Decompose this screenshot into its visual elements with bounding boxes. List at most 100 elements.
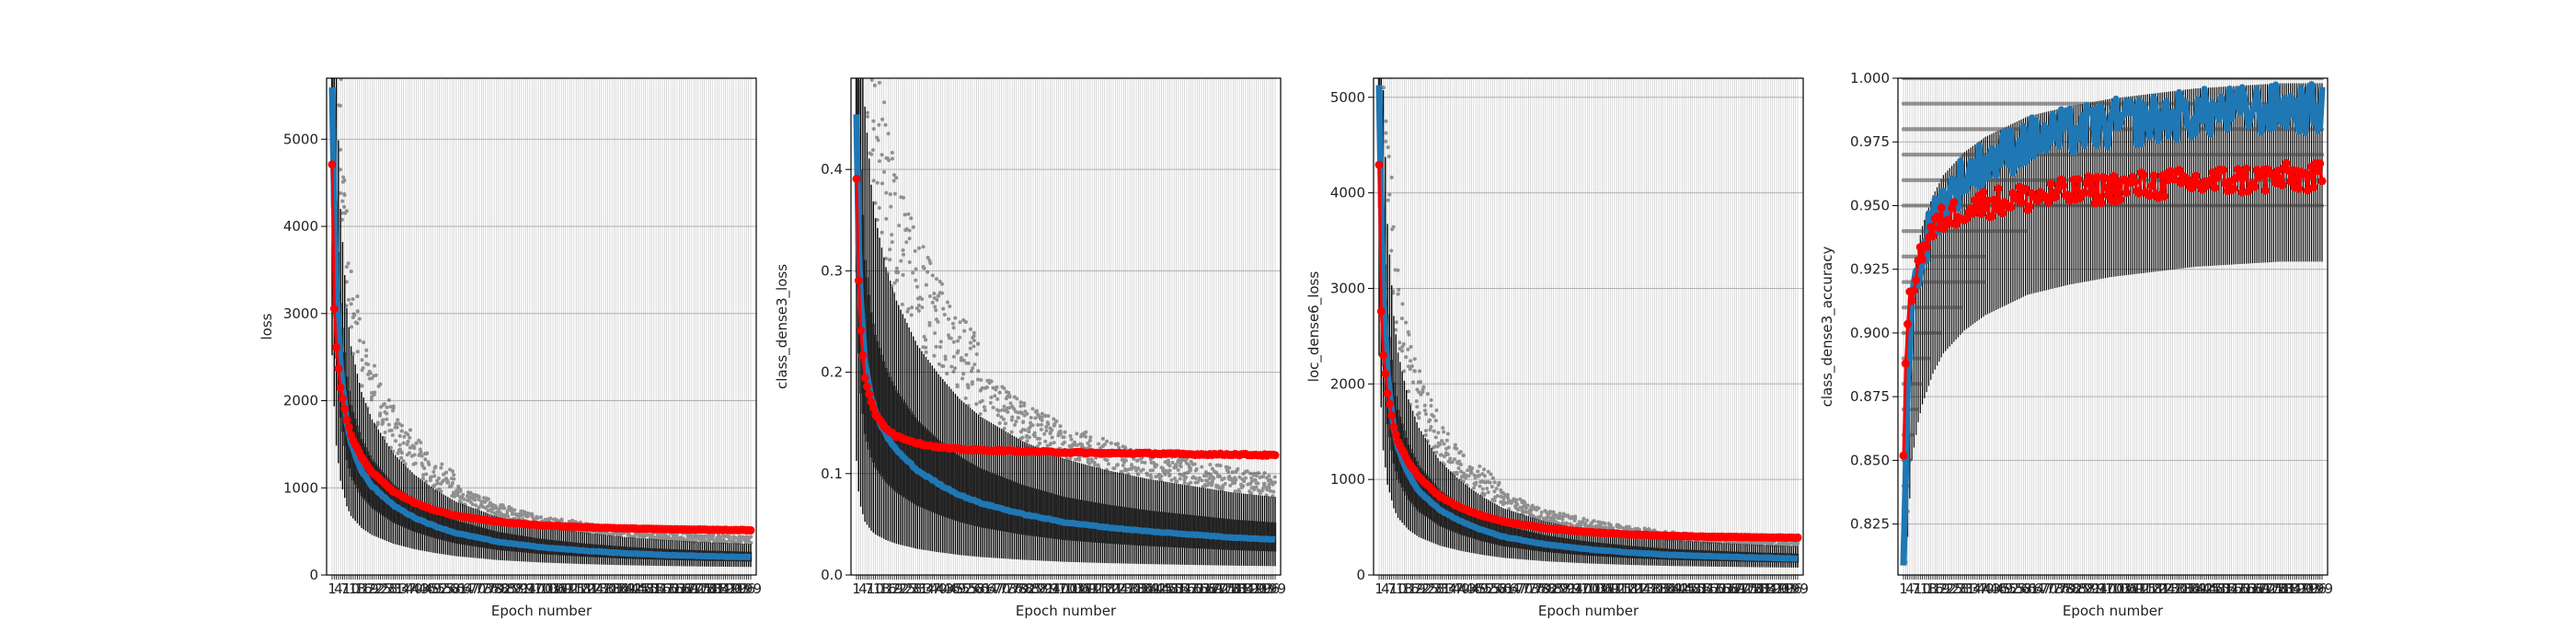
box-iqr bbox=[1078, 500, 1081, 542]
outlier-point bbox=[1478, 464, 1482, 468]
outlier-point bbox=[346, 261, 351, 266]
outlier-point bbox=[394, 439, 398, 443]
outlier-point bbox=[1494, 487, 1499, 491]
outlier-point bbox=[878, 159, 882, 164]
box-iqr bbox=[966, 461, 970, 524]
outlier-point bbox=[1478, 473, 1482, 477]
outlier-point bbox=[1542, 519, 1547, 523]
outlier-point bbox=[903, 213, 907, 217]
outlier-point bbox=[678, 535, 683, 540]
outlier-point bbox=[1422, 403, 1427, 408]
outlier-point bbox=[370, 395, 374, 399]
outlier-point bbox=[989, 395, 994, 399]
outlier-point bbox=[748, 535, 753, 539]
outlier-point bbox=[996, 408, 1001, 413]
outlier-point bbox=[439, 489, 443, 493]
x-tick-label: 85 bbox=[500, 581, 518, 597]
outlier-point bbox=[979, 377, 983, 382]
outlier-point bbox=[1442, 462, 1446, 466]
outlier-point bbox=[1208, 473, 1213, 477]
outlier-point bbox=[1212, 477, 1216, 481]
outlier-point bbox=[943, 354, 948, 359]
validation-point bbox=[860, 374, 869, 383]
outlier-point bbox=[865, 114, 869, 119]
outlier-point bbox=[369, 397, 374, 402]
outlier-point bbox=[502, 506, 507, 511]
outlier-point bbox=[385, 405, 389, 409]
outlier-point bbox=[497, 508, 501, 512]
outlier-point bbox=[737, 536, 742, 541]
box-iqr bbox=[1049, 492, 1052, 538]
outlier-point bbox=[468, 496, 473, 500]
x-tick-label: 184 bbox=[1228, 581, 1255, 597]
outlier-point bbox=[932, 353, 937, 358]
x-tick-label: 43 bbox=[936, 581, 953, 597]
outlier-point bbox=[1489, 485, 1494, 489]
outlier-point bbox=[519, 513, 523, 518]
outlier-point bbox=[1418, 380, 1422, 385]
outlier-point bbox=[1445, 452, 1450, 456]
outlier-point bbox=[461, 492, 466, 497]
outlier-point bbox=[914, 278, 918, 282]
outlier-point bbox=[1086, 457, 1090, 462]
box-iqr bbox=[983, 469, 986, 528]
box-iqr bbox=[1010, 480, 1014, 534]
box-iqr bbox=[1034, 489, 1037, 536]
outlier-point bbox=[1220, 489, 1225, 493]
outlier-point bbox=[899, 259, 903, 263]
outlier-point bbox=[955, 385, 960, 389]
outlier-point bbox=[1249, 479, 1254, 484]
outlier-point bbox=[424, 479, 429, 484]
x-tick-label: 19 bbox=[886, 581, 903, 597]
x-tick-label: 58 bbox=[968, 581, 985, 597]
outlier-point bbox=[1464, 476, 1468, 480]
outlier-point bbox=[875, 217, 880, 222]
validation-point bbox=[340, 405, 350, 413]
x-tick-label: 73 bbox=[475, 581, 492, 597]
outlier-point bbox=[1407, 364, 1411, 369]
outlier-point bbox=[442, 478, 446, 483]
outlier-point bbox=[1417, 416, 1421, 420]
x-tick-label: 55 bbox=[1484, 581, 1501, 597]
outlier-point bbox=[1429, 424, 1433, 429]
outlier-point bbox=[927, 323, 932, 328]
outlier-point bbox=[882, 169, 887, 174]
box-iqr bbox=[905, 405, 909, 500]
outlier-point bbox=[1075, 443, 1079, 447]
box-iqr bbox=[1064, 497, 1066, 541]
box-iqr bbox=[1087, 500, 1089, 543]
outlier-point bbox=[880, 181, 884, 186]
outlier-point bbox=[746, 536, 751, 541]
outlier-point bbox=[694, 539, 698, 544]
outlier-point bbox=[968, 340, 972, 345]
box-iqr bbox=[1052, 493, 1056, 539]
outlier-point bbox=[911, 224, 915, 229]
y-tick-label: 0 bbox=[1356, 567, 1365, 583]
outlier-point bbox=[924, 350, 928, 354]
outlier-point bbox=[462, 497, 466, 501]
x-tick-label: 166 bbox=[1190, 581, 1217, 597]
outlier-point bbox=[907, 259, 912, 264]
outlier-point bbox=[1456, 466, 1461, 470]
outlier-point bbox=[1002, 426, 1006, 431]
outlier-point bbox=[1412, 357, 1417, 362]
outlier-point bbox=[1016, 415, 1020, 420]
x-tick-label: 34 bbox=[917, 581, 935, 597]
outlier-point bbox=[911, 270, 915, 275]
outlier-point bbox=[439, 466, 443, 470]
outlier-point bbox=[344, 304, 349, 308]
outlier-point bbox=[340, 211, 345, 215]
box-iqr bbox=[995, 475, 999, 531]
x-tick-label: 178 bbox=[1738, 581, 1765, 597]
outlier-point bbox=[548, 516, 553, 521]
outlier-point bbox=[339, 78, 343, 82]
x-tick-label: 1 bbox=[852, 581, 861, 597]
outlier-point bbox=[958, 335, 962, 339]
x-tick-label: 43 bbox=[411, 581, 429, 597]
outlier-point bbox=[1086, 441, 1090, 445]
x-tick-label: 1 bbox=[1374, 581, 1384, 597]
box-iqr bbox=[985, 470, 988, 529]
outlier-point bbox=[1084, 430, 1088, 434]
x-tick-label: 55 bbox=[961, 581, 979, 597]
validation-point bbox=[1374, 160, 1384, 169]
